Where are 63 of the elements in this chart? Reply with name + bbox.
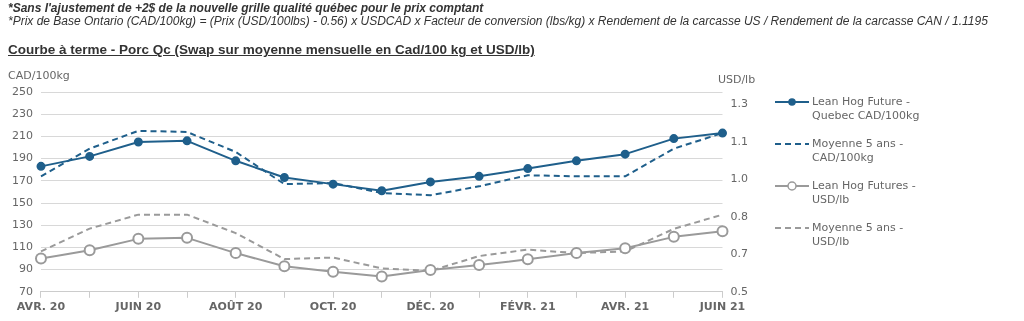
- x-tick-label: OCT. 20: [309, 300, 357, 314]
- y2-tick-label: 0.7: [730, 247, 749, 261]
- legend-label: Moyenne 5 ans - CAD/100kg: [812, 137, 905, 165]
- y-tick-label: 70: [19, 284, 33, 298]
- y-tick-label: 230: [12, 107, 33, 121]
- point: [425, 177, 435, 187]
- chart-title: Courbe à terme - Porc Qc (Swap sur moyenne mensuelle en Cad/100 kg et USD/lb): [8, 42, 535, 57]
- x-tick-label: AOÛT 20: [208, 300, 263, 314]
- point: [667, 230, 680, 243]
- point: [571, 156, 581, 166]
- x-tick-label: AVR. 20: [16, 300, 66, 314]
- y-tick-label: 90: [19, 262, 33, 276]
- y2-tick-label: 1.1: [730, 134, 749, 148]
- y-axis-title: CAD/100kg: [8, 69, 70, 83]
- point: [619, 242, 632, 255]
- point: [473, 259, 486, 272]
- point: [570, 247, 583, 260]
- legend-label: Lean Hog Future - Quebec CAD/100kg: [812, 95, 921, 123]
- point: [231, 156, 241, 166]
- x-tick-label: FÉVR. 21: [500, 300, 556, 314]
- point: [424, 264, 437, 277]
- point: [133, 137, 143, 147]
- y2-tick-label: 0.5: [730, 284, 749, 298]
- y-tick-label: 150: [12, 195, 33, 209]
- y2-tick-label: 1.3: [730, 97, 749, 111]
- legend-label: Lean Hog Futures - USD/lb: [812, 179, 917, 207]
- text: *Sans l'ajustement de +2$ de la nouvelle grille qualité québec pour le prix comptant: [8, 1, 485, 15]
- y-tick-label: 170: [12, 173, 33, 187]
- x-tick-label: JUIN 21: [698, 300, 746, 314]
- point: [182, 136, 192, 146]
- point: [523, 164, 533, 174]
- point: [35, 252, 47, 265]
- point: [718, 128, 728, 138]
- y-tick-label: 190: [12, 151, 33, 165]
- point: [669, 134, 679, 144]
- point: [474, 171, 484, 181]
- point: [132, 232, 145, 245]
- y2-tick-label: 1.0: [730, 172, 749, 186]
- point: [375, 270, 388, 283]
- point: [716, 225, 729, 238]
- x-tick-label: AVR. 21: [601, 300, 650, 314]
- point: [229, 247, 242, 260]
- point: [278, 260, 291, 273]
- point: [521, 253, 534, 266]
- y-tick-label: 250: [12, 84, 33, 98]
- x-tick-label: DÉC. 20: [406, 300, 455, 314]
- point: [620, 149, 630, 159]
- point: [36, 161, 46, 171]
- text: *Prix de Base Ontario (CAD/100kg) = (Prix (USD/100lbs) - 0.56) x USDCAD x Facteur de conversion (lbs/kg) x Rendement de la carcasse US / Rendement de la carcasse CAN / 1.1195: [8, 14, 989, 28]
- point: [83, 244, 96, 257]
- y-tick-label: 110: [12, 240, 33, 254]
- x-tick-label: JUIN 20: [114, 300, 162, 314]
- y2-axis-title: USD/lb: [717, 73, 756, 87]
- point: [327, 265, 340, 278]
- point: [85, 151, 95, 161]
- point: [377, 186, 387, 196]
- point: [181, 231, 194, 244]
- point: [279, 172, 289, 182]
- y-tick-label: 130: [12, 218, 33, 232]
- point: [328, 179, 338, 189]
- y2-tick-label: 0.8: [730, 209, 749, 223]
- y-tick-label: 210: [12, 129, 33, 143]
- legend-label: Moyenne 5 ans - USD/lb: [812, 221, 905, 249]
